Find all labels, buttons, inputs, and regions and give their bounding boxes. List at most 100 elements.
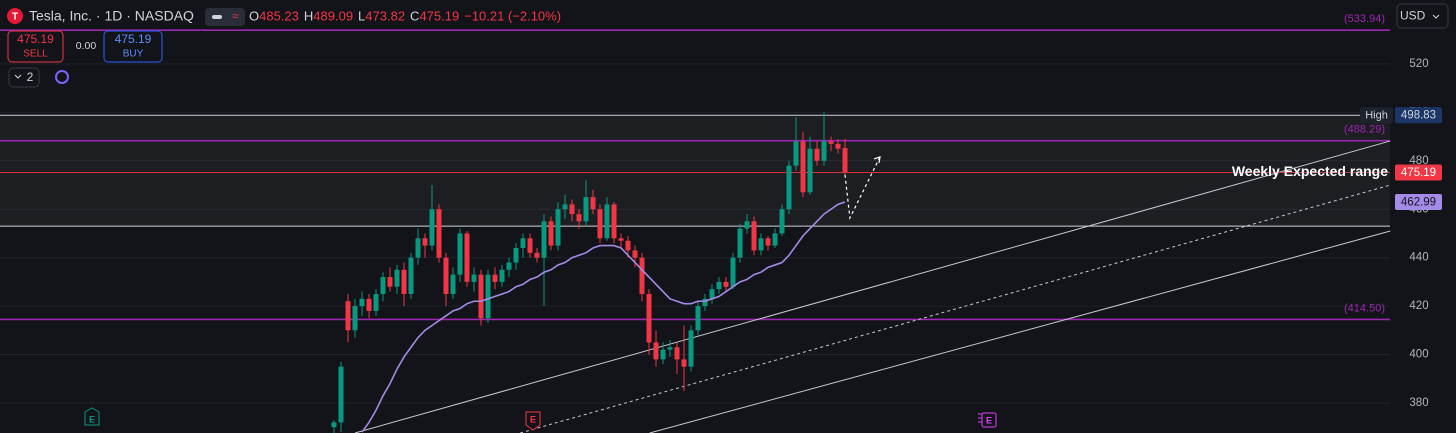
candle-body bbox=[751, 221, 757, 251]
candle-body bbox=[709, 289, 715, 299]
events: E E E bbox=[84, 407, 997, 431]
close-badge bbox=[1395, 164, 1442, 181]
candle-body bbox=[639, 257, 645, 294]
level-label: (533.94) bbox=[1344, 13, 1385, 25]
symbol[interactable]: Tesla, Inc. · 1D · NASDAQ bbox=[29, 8, 194, 24]
candle-body bbox=[387, 277, 393, 287]
candle-body bbox=[401, 269, 407, 294]
spread: 0.00 bbox=[76, 40, 97, 52]
logo bbox=[7, 8, 23, 24]
currency-select[interactable] bbox=[1396, 3, 1449, 29]
candle-body bbox=[737, 228, 743, 258]
candle-body bbox=[513, 247, 519, 263]
candle-body bbox=[583, 197, 589, 222]
indicators-count: 2 bbox=[27, 70, 34, 84]
candle-body bbox=[597, 209, 603, 239]
earnings-label: E bbox=[986, 415, 992, 425]
buy-button[interactable] bbox=[103, 30, 163, 63]
candle-body bbox=[471, 274, 477, 282]
candle-body bbox=[695, 306, 701, 331]
price-axis: 380400420440460480500520(533.94)High498.… bbox=[1344, 13, 1442, 409]
ohlc-value: 475.19 bbox=[419, 8, 459, 23]
candle-body bbox=[415, 238, 421, 258]
buy-price: 475.19 bbox=[115, 32, 152, 46]
earnings-marker[interactable] bbox=[84, 407, 100, 426]
candle-body bbox=[681, 359, 687, 367]
sell-price: 475.19 bbox=[17, 32, 54, 46]
trendline bbox=[354, 140, 1391, 433]
candle-body bbox=[828, 141, 834, 144]
level-label: (488.29) bbox=[1344, 124, 1385, 136]
earnings-marker[interactable] bbox=[525, 411, 541, 431]
candle-body bbox=[604, 204, 610, 239]
candle-body bbox=[506, 262, 512, 270]
header: T Tesla, Inc. · 1D · NASDAQ ≈ O 485.23 H 48… bbox=[7, 3, 1449, 88]
ohlc: O 485.23 H 489.09 L 473.82 C 475.19 −10.21 (−2.1… bbox=[249, 8, 561, 23]
indicators-toggle[interactable] bbox=[8, 67, 40, 88]
toggle-icon: ≈ bbox=[232, 9, 239, 23]
candle-body bbox=[590, 197, 596, 210]
candle-body bbox=[772, 233, 778, 246]
candle-body bbox=[723, 281, 729, 287]
sell-button[interactable] bbox=[7, 30, 64, 63]
close-value: 475.19 bbox=[1401, 167, 1436, 179]
ohlc-value: 485.23 bbox=[259, 8, 299, 23]
trendline bbox=[520, 184, 1391, 433]
y-tick-label: 420 bbox=[1409, 300, 1428, 312]
candle-body bbox=[688, 330, 694, 367]
y-tick-label: 480 bbox=[1409, 155, 1428, 167]
visibility-toggle[interactable] bbox=[205, 8, 245, 26]
candle-body bbox=[730, 257, 736, 287]
candle-body bbox=[779, 209, 785, 234]
candle-body bbox=[632, 250, 638, 258]
sell-label: SELL bbox=[23, 49, 48, 60]
earnings-label: E bbox=[530, 414, 536, 424]
candle-body bbox=[653, 342, 659, 360]
candle-body bbox=[338, 366, 344, 423]
candle-body bbox=[800, 141, 806, 193]
plot-area: Weekly Expected range bbox=[0, 29, 1391, 433]
level-value: 498.83 bbox=[1401, 110, 1436, 122]
candle-body bbox=[793, 141, 799, 166]
candle-body bbox=[842, 148, 848, 173]
projection bbox=[844, 156, 881, 221]
candle-body bbox=[555, 209, 561, 246]
ohlc-value: 489.09 bbox=[313, 8, 353, 23]
candle-body bbox=[786, 165, 792, 210]
level-tag bbox=[1360, 107, 1393, 124]
ohlc-key: L bbox=[358, 8, 365, 23]
candle-body bbox=[625, 240, 631, 251]
ma-value: 462.99 bbox=[1401, 197, 1436, 209]
candle-body bbox=[352, 306, 358, 331]
candle-body bbox=[464, 233, 470, 282]
candle-body bbox=[366, 298, 372, 311]
ma-badge bbox=[1395, 193, 1442, 210]
candle-body bbox=[478, 274, 484, 319]
moving-average bbox=[361, 201, 846, 433]
candle-body bbox=[646, 293, 652, 343]
candle-body bbox=[520, 238, 526, 248]
candle-body bbox=[345, 301, 351, 331]
sync-icon[interactable] bbox=[55, 70, 69, 84]
ohlc-key: C bbox=[410, 8, 419, 23]
level-badge bbox=[1395, 107, 1442, 124]
candle-body bbox=[485, 274, 491, 319]
level-label: (414.50) bbox=[1344, 302, 1385, 314]
candle-body bbox=[450, 274, 456, 294]
candle-body bbox=[835, 143, 841, 149]
candle-body bbox=[408, 257, 414, 294]
candle-body bbox=[674, 347, 680, 360]
candle-body bbox=[443, 257, 449, 294]
level-name: High bbox=[1365, 110, 1388, 122]
candle-body bbox=[660, 349, 666, 360]
projection-arrowhead bbox=[873, 156, 881, 164]
change: −10.21 (−2.10%) bbox=[464, 8, 561, 23]
earnings-marker[interactable] bbox=[981, 412, 997, 428]
candle-body bbox=[457, 233, 463, 275]
candle-body bbox=[380, 277, 386, 294]
candle-body bbox=[702, 298, 708, 307]
candle-body bbox=[548, 221, 554, 246]
annotation: Weekly Expected range bbox=[1232, 163, 1388, 179]
candle-body bbox=[359, 298, 365, 307]
